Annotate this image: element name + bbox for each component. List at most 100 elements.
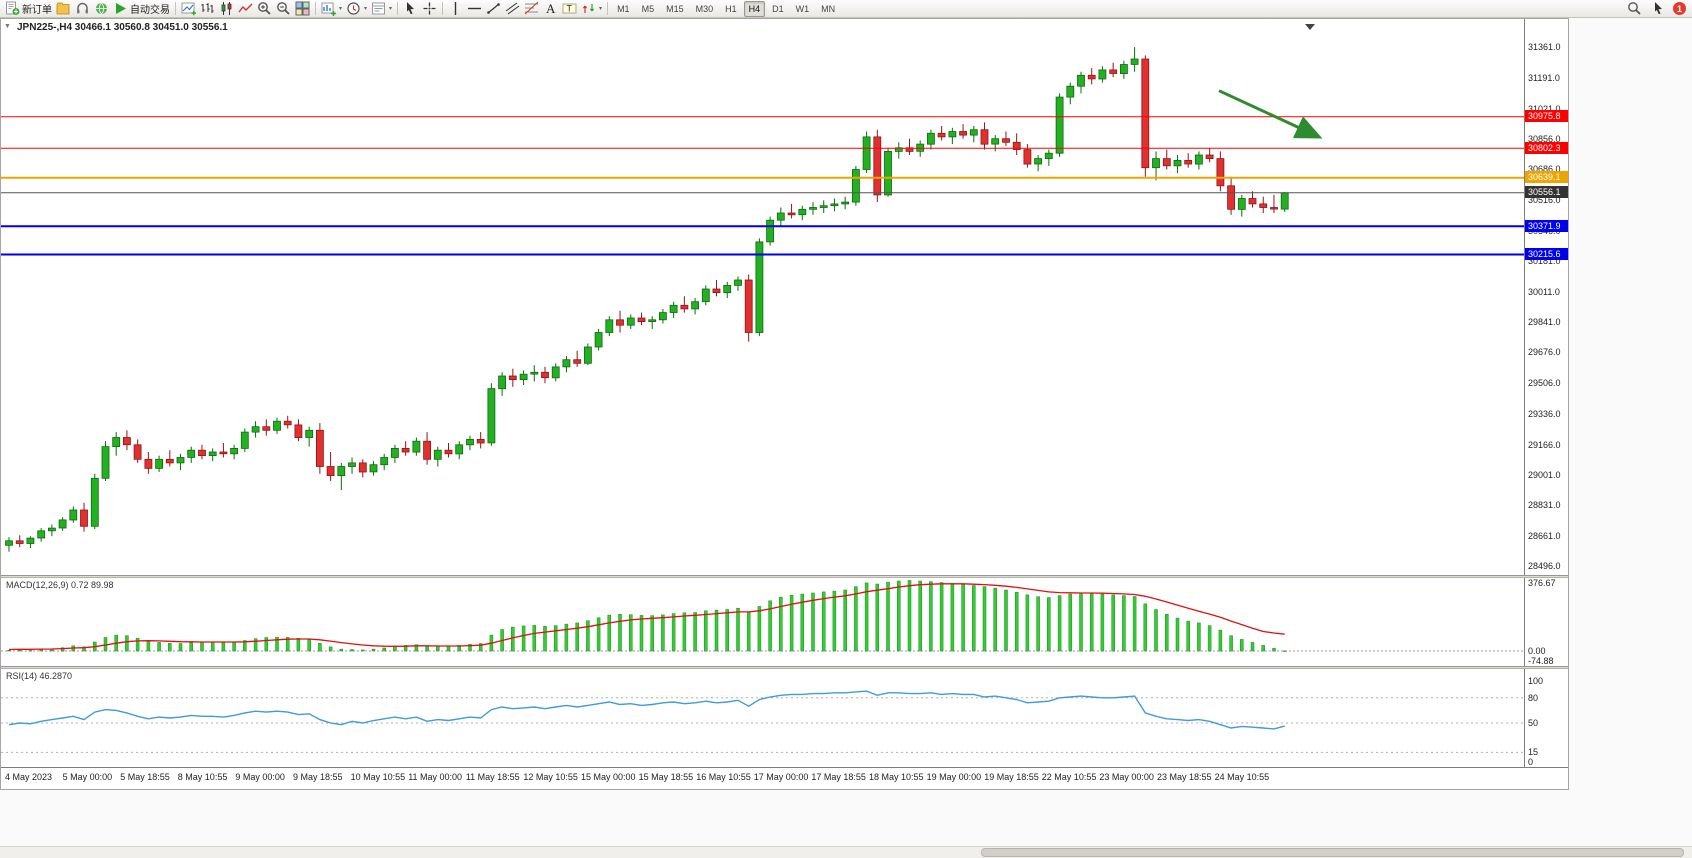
rsi-canvas[interactable] [1, 669, 1524, 767]
zoom-in-button[interactable] [255, 1, 274, 17]
time-axis-label: 4 May 2023 [5, 772, 53, 782]
fibonacci-icon [524, 1, 539, 15]
macd-canvas[interactable] [1, 578, 1524, 666]
pointer-tool-button[interactable] [1649, 1, 1668, 17]
macd-axis-label: -74.88 [1528, 656, 1554, 666]
equidistant-channel-button[interactable] [503, 1, 522, 17]
time-axis[interactable]: 4 May 2023 5 May 00:00 5 May 18:55 8 May 10… [1, 767, 1568, 789]
timeframe-button-m5[interactable]: M5 [641, 3, 655, 14]
price-axis-label: 28496.0 [1528, 560, 1561, 571]
macd-axis: 376.67 0.00 -74.88 [1524, 578, 1568, 666]
tile-windows-button[interactable] [293, 1, 312, 17]
macd-axis-label: 376.67 [1528, 578, 1556, 588]
notification-badge[interactable]: 1 [1673, 2, 1686, 15]
workspace: ▼ JPN225-,H4 30466.1 30560.8 30451.0 305… [0, 18, 1692, 858]
price-axis[interactable]: 31361.0 31191.0 31021.0 30856.0 30686.0 30516… [1524, 19, 1568, 575]
price-axis-label: 29676.0 [1528, 347, 1561, 358]
price-axis-label: 29841.0 [1528, 317, 1561, 328]
algo-trading-button[interactable]: 自动交易 [111, 1, 172, 17]
candle-chart-button[interactable] [217, 1, 236, 17]
new-chart-icon [321, 2, 336, 16]
time-axis-label: 10 May 10:55 [350, 772, 406, 782]
timeframe-button-d1[interactable]: D1 [772, 3, 784, 14]
svg-text:T: T [567, 4, 573, 14]
price-level-label: 30802.3 [1525, 141, 1568, 154]
panel-divider[interactable] [1, 666, 1568, 669]
line-chart-button[interactable] [236, 1, 255, 17]
globe-icon [96, 2, 107, 15]
toolbar-separator [442, 2, 444, 15]
macd-pane[interactable]: MACD(12,26,9) 0.72 89.98 [1, 578, 1524, 666]
text-label-icon: T [562, 3, 577, 14]
price-axis-label: 28661.0 [1528, 531, 1561, 542]
chevron-down-icon: ▾ [339, 6, 343, 12]
template-button[interactable]: ▾ [369, 1, 394, 17]
timeframe-button-mn[interactable]: MN [821, 3, 836, 14]
text-icon: A [546, 1, 556, 16]
cursor-button[interactable] [401, 1, 420, 17]
rsi-axis: 100 80 50 15 0 [1524, 669, 1568, 767]
new-order-button-label: 新订单 [22, 5, 52, 16]
vertical-line-button[interactable] [446, 1, 465, 17]
price-axis-label: 31361.0 [1528, 42, 1561, 53]
time-axis-label: 15 May 00:00 [581, 772, 636, 782]
search-icon [1628, 2, 1641, 15]
timeframe-button-h1[interactable]: H1 [725, 3, 737, 14]
time-axis-label: 15 May 18:55 [638, 772, 694, 782]
folder-icon [56, 2, 70, 15]
support-button[interactable] [73, 1, 92, 17]
toolbar-items: 新订单 自动交易 ▾ ▾ ▾ A T ▾ M1 M5 M15 M30 H1 H4 D1 W1 MN [0, 0, 1625, 17]
timeframe-button-w1[interactable]: W1 [795, 3, 810, 14]
indicator-list-button[interactable] [179, 1, 198, 17]
timeframe-button-m1[interactable]: M1 [617, 3, 630, 14]
chevron-down-icon: ▾ [364, 6, 368, 12]
time-axis-label: 16 May 10:55 [696, 772, 751, 782]
price-axis-label: 30181.0 [1528, 255, 1561, 266]
toolbar-separator [315, 2, 316, 15]
rsi-pane[interactable]: RSI(14) 46.2870 [1, 669, 1524, 767]
clock-icon [347, 2, 360, 15]
text-label-button[interactable]: T [560, 1, 579, 17]
community-button[interactable] [92, 1, 111, 17]
crosshair-icon [423, 2, 436, 15]
time-axis-label: 9 May 00:00 [235, 772, 285, 782]
timeframe-button-h4[interactable]: H4 [743, 0, 766, 17]
horizontal-line-button[interactable] [465, 1, 484, 17]
time-axis-label: 12 May 10:55 [523, 772, 578, 782]
rsi-axis-label: 0 [1528, 757, 1534, 767]
price-axis-label: 30856.0 [1528, 133, 1561, 144]
horizontal-line-icon [468, 7, 482, 10]
period-button[interactable]: ▾ [344, 1, 369, 17]
fibonacci-button[interactable] [522, 1, 541, 17]
chart-collapse-button[interactable]: ▼ [4, 23, 11, 30]
price-level-label: 30371.9 [1525, 219, 1568, 232]
new-chart-button[interactable]: ▾ [319, 1, 344, 17]
new-order-icon [6, 1, 20, 15]
time-axis-label: 24 May 10:55 [1214, 772, 1270, 782]
timeframe-button-m15[interactable]: M15 [666, 3, 684, 14]
new-order-button[interactable]: 新订单 [3, 1, 54, 17]
macd-axis-label: 0.00 [1528, 646, 1546, 656]
chevron-down-icon: ▾ [389, 6, 393, 12]
crosshair-button[interactable] [420, 1, 439, 17]
trendline-button[interactable] [484, 1, 503, 17]
charts-folder-button[interactable] [54, 1, 73, 17]
arrows-button[interactable]: ▾ [579, 1, 604, 17]
price-pane[interactable]: ▼ JPN225-,H4 30466.1 30560.8 30451.0 305… [1, 19, 1524, 575]
macd-label: MACD(12,26,9) 0.72 89.98 [6, 580, 114, 590]
price-chart-canvas[interactable] [1, 19, 1524, 575]
search-button[interactable] [1625, 1, 1644, 17]
toolbar-right: 1 [1625, 1, 1692, 17]
time-axis-label: 18 May 10:55 [869, 772, 924, 782]
indicator-chart-icon [181, 2, 196, 16]
bar-chart-button[interactable] [198, 1, 217, 17]
timeframe-button-m30[interactable]: M30 [695, 3, 714, 14]
scrollbar-thumb[interactable] [981, 848, 1684, 857]
zoom-out-button[interactable] [274, 1, 293, 17]
cursor-icon [407, 2, 415, 15]
panel-divider[interactable] [1, 575, 1568, 578]
text-button[interactable]: A [541, 1, 560, 17]
horizontal-scrollbar[interactable] [0, 846, 1692, 858]
time-axis-label: 5 May 00:00 [62, 772, 113, 782]
time-axis-label: 11 May 00:00 [408, 772, 463, 782]
